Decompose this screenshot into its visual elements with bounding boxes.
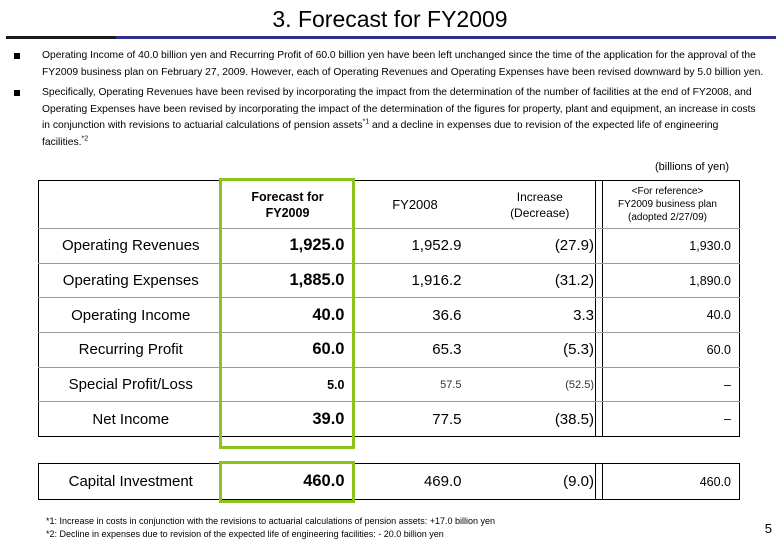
reference-value: 60.0 [595, 332, 740, 368]
capital-investment-table: Capital Investment 460.0 469.0 (9.0) [38, 463, 603, 500]
forecast-value: 5.0 [222, 367, 353, 403]
row-label: Operating Revenues [38, 228, 223, 264]
fy2008-value: 65.3 [352, 332, 478, 368]
forecast-value: 60.0 [222, 332, 353, 368]
bullet-item: Operating Income of 40.0 billion yen and… [14, 48, 766, 81]
table-row: Recurring Profit 60.0 65.3 (5.3) [38, 332, 603, 368]
forecast-value: 460.0 [303, 472, 345, 490]
row-label: Operating Income [38, 297, 223, 334]
forecast-value: 40.0 [222, 297, 353, 334]
reference-value: 1,890.0 [595, 263, 740, 299]
reference-value: 460.0 [699, 474, 731, 489]
header-reference: <For reference> FY2009 business plan (ad… [595, 180, 740, 229]
table-row: – [595, 367, 740, 403]
header-increase: Increase (Decrease) [477, 180, 603, 229]
fy2008-value: 1,916.2 [352, 263, 478, 299]
bullet-text: Operating Income of 40.0 billion yen and… [42, 50, 764, 78]
table-row: Operating Expenses 1,885.0 1,916.2 (31.2… [38, 263, 603, 299]
header-fy2008: FY2008 [352, 180, 478, 229]
bullet-list: Operating Income of 40.0 billion yen and… [14, 48, 766, 155]
table-row: 1,890.0 [595, 263, 740, 299]
header-blank [38, 180, 223, 229]
fy2008-value: 57.5 [352, 367, 478, 403]
reference-value: – [724, 412, 731, 427]
footnote-ref: *2 [81, 135, 89, 143]
row-label: Operating Expenses [38, 263, 223, 299]
increase-value: 3.3 [477, 297, 603, 334]
bullet-item: Specifically, Operating Revenues have be… [14, 85, 766, 151]
bullet-text: and a decline in expenses due to revisio… [42, 120, 719, 148]
reference-table: <For reference> FY2009 business plan (ad… [595, 180, 740, 438]
reference-value: 1,930.0 [595, 228, 740, 264]
forecast-value: 1,885.0 [222, 263, 353, 299]
table-row: Special Profit/Loss 5.0 57.5 (52.5) [38, 367, 603, 403]
bullet-square-icon [14, 53, 20, 59]
fy2008-value: 469.0 [423, 473, 462, 490]
title-rule [6, 36, 776, 39]
footnotes: *1: Increase in costs in conjunction wit… [46, 515, 495, 540]
bullet-text: Specifically, Operating Revenues have be… [42, 87, 756, 131]
table-row: Net Income 39.0 77.5 (38.5) [39, 402, 603, 437]
bullet-square-icon [14, 90, 20, 96]
increase-value: (38.5) [554, 410, 594, 428]
footnote-ref: *1 [362, 118, 370, 126]
capital-investment-reference: 460.0 [595, 463, 740, 500]
fy2008-value: 1,952.9 [352, 228, 478, 264]
row-label: Special Profit/Loss [38, 367, 223, 403]
reference-header-row: <For reference> FY2009 business plan (ad… [595, 180, 740, 229]
table-row: 460.0 [596, 464, 740, 500]
increase-value: (52.5) [477, 367, 603, 403]
table-row: Operating Revenues 1,925.0 1,952.9 (27.9… [38, 228, 603, 264]
fy2008-value: 36.6 [352, 297, 478, 334]
forecast-value: 1,925.0 [222, 228, 353, 264]
reference-value: – [595, 367, 740, 403]
table-row: – [596, 402, 740, 437]
increase-value: (5.3) [477, 332, 603, 368]
table-row: Capital Investment 460.0 469.0 (9.0) [39, 464, 603, 500]
increase-value: (9.0) [563, 473, 594, 490]
table-header-row: Forecast for FY2009 FY2008 Increase (Dec… [38, 180, 603, 229]
increase-value: (27.9) [477, 228, 603, 264]
unit-note: (billions of yen) [655, 161, 729, 173]
reference-value: 40.0 [595, 297, 740, 334]
page-number: 5 [764, 521, 772, 536]
row-label: Recurring Profit [38, 332, 223, 368]
forecast-table: Forecast for FY2009 FY2008 Increase (Dec… [38, 180, 603, 438]
row-label: Net Income [92, 410, 170, 428]
table-row: 40.0 [595, 297, 740, 334]
footnote: *2: Decline in expenses due to revision … [46, 529, 444, 539]
forecast-value: 39.0 [312, 409, 345, 428]
table-row: 60.0 [595, 332, 740, 368]
fy2008-value: 77.5 [432, 410, 462, 428]
increase-value: (31.2) [477, 263, 603, 299]
header-forecast: Forecast for FY2009 [222, 180, 353, 229]
row-label: Capital Investment [68, 473, 193, 490]
table-row: 1,930.0 [595, 228, 740, 264]
footnote: *1: Increase in costs in conjunction wit… [46, 516, 496, 526]
page-title: 3. Forecast for FY2009 [272, 6, 508, 32]
table-row: Operating Income 40.0 36.6 3.3 [38, 297, 603, 334]
